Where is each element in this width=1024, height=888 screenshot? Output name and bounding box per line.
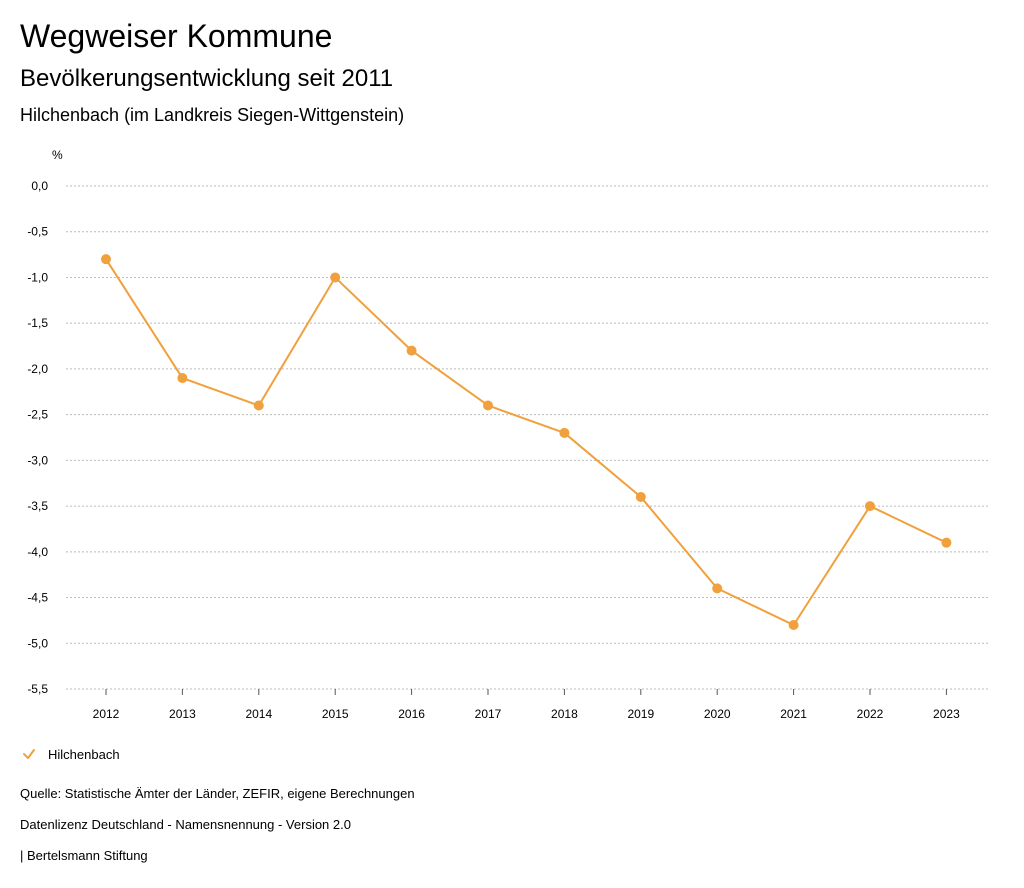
data-point[interactable]	[177, 373, 188, 384]
legend-label: Hilchenbach	[48, 746, 120, 762]
y-axis-unit-label: %	[52, 148, 63, 162]
data-point[interactable]	[712, 583, 723, 594]
y-tick-label: -3,5	[27, 499, 48, 513]
x-tick-label: 2012	[93, 707, 120, 721]
x-tick-label: 2020	[704, 707, 731, 721]
x-tick-label: 2022	[857, 707, 884, 721]
y-tick-label: -4,5	[27, 591, 48, 605]
data-point[interactable]	[483, 400, 493, 411]
x-tick-label: 2017	[475, 707, 502, 721]
y-tick-label: -2,5	[27, 408, 48, 422]
x-tick-label: 2019	[627, 707, 654, 721]
license-note: Datenlizenz Deutschland - Namensnennung …	[20, 817, 351, 832]
x-tick-label: 2018	[551, 707, 578, 721]
data-point[interactable]	[406, 345, 417, 356]
region-title: Hilchenbach (im Landkreis Siegen-Wittgen…	[20, 105, 405, 125]
y-tick-label: -4,0	[27, 545, 48, 559]
series-line-hilchenbach	[105, 258, 947, 626]
x-tick-label: 2023	[933, 707, 960, 721]
data-point[interactable]	[941, 537, 952, 548]
legend-check-icon	[23, 749, 35, 759]
data-point[interactable]	[253, 400, 264, 411]
data-point[interactable]	[865, 501, 875, 512]
y-tick-label: -3,0	[27, 453, 48, 467]
y-tick-label: -0,5	[27, 225, 48, 239]
y-tick-label: -5,0	[27, 636, 48, 650]
y-tick-label: 0,0	[31, 179, 48, 193]
y-tick-label: -5,5	[27, 682, 48, 696]
legend[interactable]: Hilchenbach	[22, 744, 120, 764]
chart-subtitle: Bevölkerungsentwicklung seit 2011	[20, 65, 394, 92]
x-tick-label: 2016	[398, 707, 425, 721]
source-note: Quelle: Statistische Ämter der Länder, Z…	[20, 786, 415, 801]
page-title: Wegweiser Kommune	[20, 18, 333, 54]
x-tick-label: 2015	[322, 707, 349, 721]
x-tick-label: 2014	[245, 707, 272, 721]
line-chart: % 0,0 -0,5 -1,0 -1,5 -2,0 -2,5 -3,0 -3,5 -4,0 -4,5…	[27, 148, 990, 721]
y-tick-label: -1,5	[27, 316, 48, 330]
y-tick-label: -1,0	[27, 270, 48, 284]
x-tick-label: 2013	[169, 707, 196, 721]
data-point[interactable]	[330, 272, 341, 283]
data-point[interactable]	[101, 254, 111, 265]
y-tick-label: -2,0	[27, 362, 48, 376]
data-point[interactable]	[788, 619, 799, 630]
data-point[interactable]	[559, 427, 570, 438]
data-point[interactable]	[635, 491, 646, 502]
publisher-note: | Bertelsmann Stiftung	[20, 848, 148, 863]
x-tick-label: 2021	[780, 707, 807, 721]
